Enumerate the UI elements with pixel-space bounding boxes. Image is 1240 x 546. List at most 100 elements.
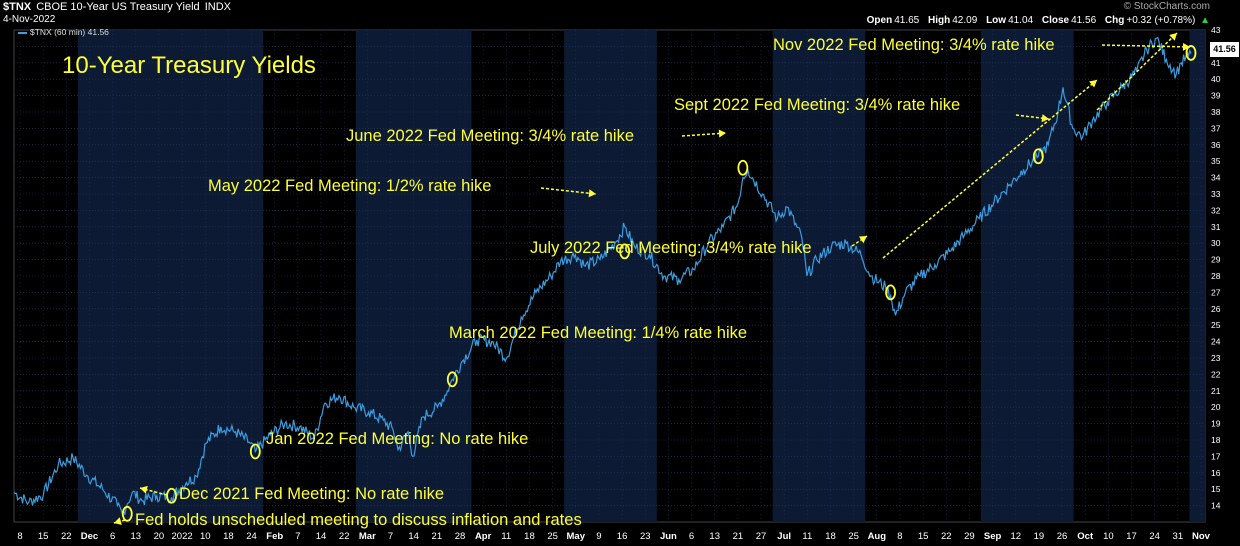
x-tick-label: Aug — [868, 531, 887, 542]
arrow-dec-2021-head — [140, 485, 148, 494]
y-tick-label: 17 — [1211, 451, 1221, 461]
y-tick-label: 21 — [1211, 386, 1221, 396]
trend-arrow-2-head — [1169, 33, 1177, 41]
y-tick-label: 34 — [1211, 173, 1221, 183]
x-tick-label: Jul — [777, 531, 791, 542]
arrow-may-2022-head — [588, 189, 596, 198]
meeting-marker-circle — [166, 487, 177, 504]
x-tick-label: 22 — [61, 531, 72, 542]
x-tick-label: 8 — [897, 531, 902, 542]
x-tick-label: 12 — [1010, 531, 1021, 542]
x-tick-label: 10 — [200, 531, 211, 542]
x-tick-label: 10 — [1103, 531, 1114, 542]
y-tick-label: 30 — [1211, 238, 1221, 248]
x-tick-label: 6 — [689, 531, 694, 542]
y-tick-label: 18 — [1211, 435, 1221, 445]
x-tick-label: Feb — [266, 531, 283, 542]
x-tick-label: 14 — [408, 531, 419, 542]
y-tick-label: 37 — [1211, 123, 1221, 133]
series-legend: $TNX (60 min) 41.56 — [18, 27, 109, 37]
x-tick-label: 18 — [524, 531, 535, 542]
annotation-july-2022: July 2022 Fed Meeting: 3/4% rate hike — [530, 239, 812, 257]
y-tick-label: 26 — [1211, 304, 1221, 314]
y-tick-label: 40 — [1211, 74, 1221, 84]
y-tick-label: 39 — [1211, 91, 1221, 101]
x-tick-label: 17 — [1126, 531, 1137, 542]
x-tick-label: 21 — [733, 531, 744, 542]
arrow-unscheduled-head — [114, 517, 122, 526]
last-value-badge: 41.56 — [1210, 42, 1239, 57]
trend-arrow-2 — [1096, 32, 1178, 111]
x-tick-label: 24 — [246, 531, 257, 542]
legend-label: $TNX (60 min) 41.56 — [30, 27, 109, 37]
low-value: 41.04 — [1008, 15, 1034, 26]
chg-value: +0.32 (+0.78%) — [1126, 15, 1196, 26]
trend-arrow-1 — [882, 79, 1098, 259]
x-tick-label: 7 — [388, 531, 393, 542]
annotation-march-2022: March 2022 Fed Meeting: 1/4% rate hike — [449, 324, 748, 342]
annotation-june-2022: June 2022 Fed Meeting: 3/4% rate hike — [346, 127, 635, 145]
annotation-sept-2022: Sept 2022 Fed Meeting: 3/4% rate hike — [674, 96, 961, 114]
meeting-marker-circle — [737, 159, 749, 176]
x-tick-label: Mar — [359, 531, 376, 542]
exchange: INDX — [204, 1, 231, 13]
y-tick-label: 43 — [1211, 25, 1221, 35]
x-tick-label: 16 — [617, 531, 628, 542]
arrow-may-2022 — [540, 187, 597, 195]
x-tick-label: 6 — [110, 531, 115, 542]
x-tick-label: 18 — [825, 531, 836, 542]
y-tick-label: 25 — [1211, 320, 1221, 330]
brand-label: © StockCharts.com — [1123, 1, 1210, 12]
x-tick-label: Apr — [475, 531, 492, 542]
meeting-marker-circle — [249, 443, 261, 460]
meeting-marker-circle — [885, 284, 896, 301]
symbol: $TNX — [3, 1, 32, 13]
x-tick-label: Jun — [660, 531, 677, 542]
x-tick-label: 11 — [501, 531, 511, 542]
x-tick-label: Oct — [1077, 531, 1094, 542]
arrow-june-2022-head — [718, 129, 726, 138]
y-tick-label: 29 — [1211, 255, 1221, 265]
meeting-marker-circle — [1032, 148, 1044, 165]
series-line-tnx — [13, 36, 1192, 516]
annotation-unscheduled-meeting: Fed holds unscheduled meeting to discuss… — [135, 511, 582, 529]
annotation-jan-2022: Jan 2022 Fed Meeting: No rate hike — [266, 430, 529, 448]
x-tick-label: Dec — [81, 531, 98, 542]
y-tick-label: 19 — [1211, 419, 1221, 429]
open-label: Open — [866, 15, 893, 26]
x-tick-label: 9 — [596, 531, 601, 542]
x-tick-label: 29 — [964, 531, 975, 542]
up-arrow-icon: ▲ — [1200, 15, 1210, 26]
x-tick-label: 13 — [130, 531, 141, 542]
x-tick-label: 25 — [848, 531, 859, 542]
y-tick-label: 33 — [1211, 189, 1221, 199]
meeting-marker-circle — [121, 505, 133, 522]
meeting-marker-circle — [446, 371, 458, 388]
annotation-nov-2022: Nov 2022 Fed Meeting: 3/4% rate hike — [773, 36, 1055, 54]
x-tick-label: 20 — [154, 531, 165, 542]
symbol-title: $TNX CBOE 10-Year US Treasury Yield INDX — [3, 1, 231, 13]
chart-date: 4-Nov-2022 — [3, 14, 56, 25]
x-tick-label: 25 — [547, 531, 558, 542]
x-tick-label: 11 — [802, 531, 812, 542]
arrow-nov-2022-head — [1182, 42, 1190, 51]
chart-title: 10-Year Treasury Yields — [62, 52, 316, 79]
x-tick-label: 24 — [1149, 531, 1160, 542]
y-tick-label: 41 — [1211, 58, 1221, 68]
annotation-dec-2021: Dec 2021 Fed Meeting: No rate hike — [179, 485, 445, 503]
x-tick-label: 15 — [38, 531, 49, 542]
annotation-may-2022: May 2022 Fed Meeting: 1/2% rate hike — [208, 177, 492, 195]
close-value: 41.56 — [1071, 15, 1097, 26]
x-tick-label: 14 — [316, 531, 327, 542]
y-tick-label: 14 — [1211, 501, 1221, 511]
meeting-marker-circle — [1185, 45, 1197, 61]
y-tick-label: 27 — [1211, 287, 1221, 297]
x-tick-label: 28 — [455, 531, 466, 542]
close-label: Close — [1041, 15, 1070, 26]
arrow-sept-2022-head — [1041, 114, 1049, 123]
month-band — [981, 30, 1074, 522]
y-tick-label: 24 — [1211, 337, 1221, 347]
x-tick-label: 31 — [1173, 531, 1184, 542]
y-tick-label: 35 — [1211, 156, 1221, 166]
